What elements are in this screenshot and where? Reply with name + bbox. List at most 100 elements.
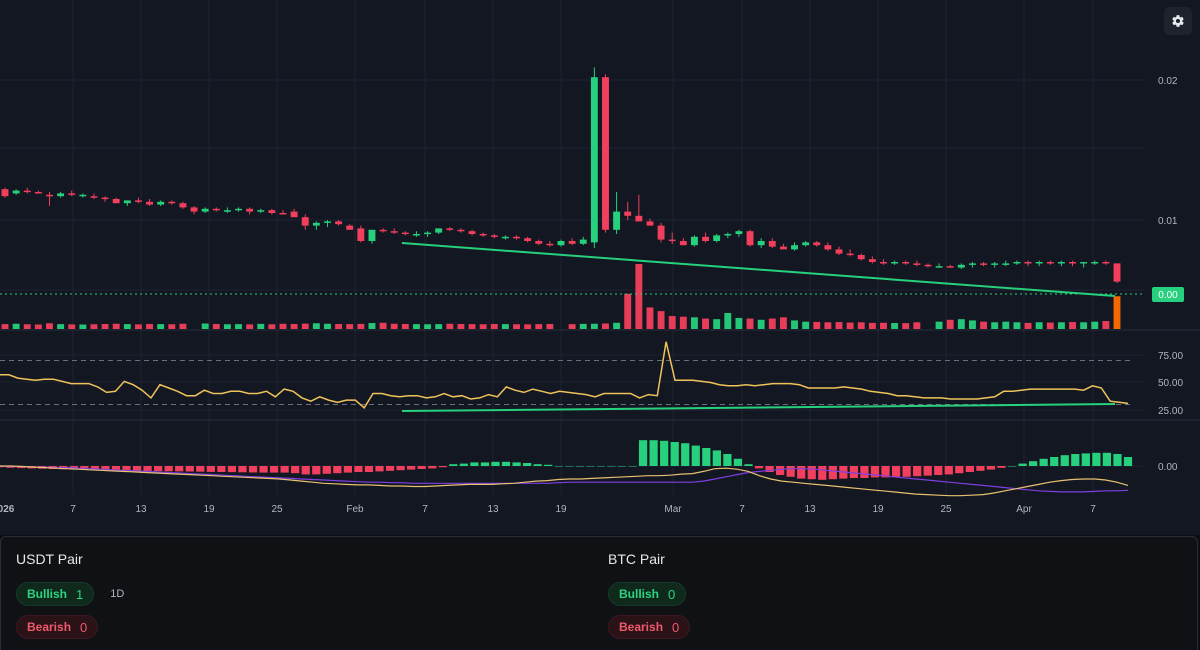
candle <box>957 263 965 269</box>
macd-histogram-bar <box>723 454 732 466</box>
candle <box>46 192 53 206</box>
volume-bar <box>913 322 921 329</box>
volume-bar <box>702 318 710 329</box>
macd-histogram-bar <box>501 461 511 466</box>
macd-histogram-bar <box>997 466 1006 468</box>
volume-bar <box>535 324 543 329</box>
volume-bar <box>324 323 331 329</box>
candle-body <box>524 238 532 241</box>
candle-body <box>501 236 509 239</box>
candle <box>535 239 543 246</box>
candle-body <box>713 235 721 241</box>
candle <box>679 238 687 246</box>
macd-histogram-bar <box>1029 461 1038 466</box>
settings-button[interactable] <box>1164 7 1192 35</box>
candle <box>279 210 287 215</box>
candle <box>346 224 354 230</box>
time-tick-label: 25 <box>940 504 952 515</box>
candle-body <box>646 221 654 226</box>
volume-bar <box>457 324 465 329</box>
volume-bar <box>501 324 509 329</box>
time-tick-label: 7 <box>1090 504 1096 515</box>
usdt-bullish-badge[interactable]: Bullish 1 <box>16 582 95 606</box>
macd-histogram-bar <box>1050 457 1059 466</box>
candle <box>802 241 810 247</box>
candle-body <box>1080 262 1088 264</box>
macd-histogram-bar <box>143 466 152 471</box>
candle <box>57 192 65 198</box>
candle <box>579 236 587 246</box>
candle <box>657 222 665 243</box>
volume-bar <box>134 324 142 329</box>
time-tick-label: 13 <box>804 504 816 515</box>
macd-histogram-bar <box>554 466 563 467</box>
volume-bar <box>235 324 242 329</box>
candle <box>223 207 231 213</box>
volume-bar <box>768 318 776 329</box>
candle <box>646 218 654 226</box>
candle <box>290 208 298 218</box>
macd-histogram-bar <box>712 450 721 466</box>
volume-bar <box>201 323 209 329</box>
candle <box>868 256 876 264</box>
candle-body <box>123 200 131 204</box>
macd-histogram-bar <box>470 462 479 466</box>
volume-bar <box>868 322 876 329</box>
candle-body <box>1091 262 1099 264</box>
candle <box>179 201 187 209</box>
candle <box>924 263 932 268</box>
volume-bar <box>1057 322 1065 329</box>
candle <box>779 243 787 250</box>
macd-histogram-bar <box>111 466 121 471</box>
btc-bearish-badge[interactable]: Bearish 0 <box>608 615 691 639</box>
volume-bar <box>1091 321 1099 329</box>
candle <box>724 232 732 239</box>
macd-histogram-bar <box>322 466 331 474</box>
macd-histogram-bar <box>681 443 690 466</box>
macd-histogram-bar <box>1018 463 1027 466</box>
candle <box>813 241 821 247</box>
macd-histogram-bar <box>902 466 911 477</box>
candle-body <box>1 189 9 197</box>
volume-bar <box>279 323 287 329</box>
candle <box>624 201 632 220</box>
candle-body <box>968 263 976 265</box>
candle-body <box>357 228 365 241</box>
candle-body <box>546 243 554 246</box>
candle-body <box>1002 263 1010 265</box>
bullish-count: 0 <box>668 586 676 602</box>
candle-body <box>624 211 632 216</box>
price-tick-label: 0.01 <box>1158 216 1178 227</box>
volume-bar <box>668 316 676 329</box>
macd-histogram-bar <box>733 458 743 466</box>
candle-body <box>913 263 921 265</box>
macd-histogram-bar <box>544 464 553 466</box>
candle-body <box>568 241 576 244</box>
volume-bar <box>1080 322 1088 329</box>
btc-pair-section: BTC Pair Bullish 0 Bearish 0 <box>608 551 691 647</box>
macd-histogram-bar <box>333 466 342 474</box>
candle <box>157 200 165 206</box>
chart-canvas[interactable]: 0.00 0.02 0.01 75.00 50.00 25.00 0.00 026 7 13 19 2… <box>0 0 1200 535</box>
volume-bar <box>846 322 854 329</box>
volume-bar <box>568 324 576 329</box>
volume-bar <box>1013 322 1021 329</box>
candle <box>1057 260 1065 267</box>
macd-histogram-bar <box>776 466 785 475</box>
volume-bar <box>23 324 31 329</box>
candle-body <box>101 197 109 200</box>
btc-bullish-badge[interactable]: Bullish 0 <box>608 582 687 606</box>
candle-body <box>535 241 543 244</box>
candle-body <box>1069 262 1076 264</box>
candle <box>301 214 309 230</box>
candle-body <box>290 211 298 218</box>
candle <box>412 231 420 237</box>
usdt-bearish-badge[interactable]: Bearish 0 <box>16 615 99 639</box>
macd-histogram-bar <box>301 466 310 475</box>
macd-histogram-bar <box>575 466 584 467</box>
macd-histogram-bar <box>175 466 184 472</box>
macd-histogram-bar <box>1081 453 1090 466</box>
time-tick-label: Mar <box>664 504 682 515</box>
candle-body <box>268 210 276 213</box>
candle-body <box>412 234 420 236</box>
